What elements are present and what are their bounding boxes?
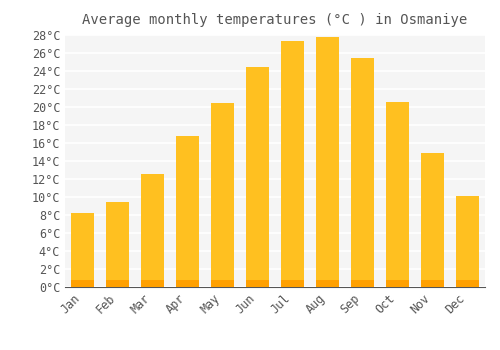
Bar	[246, 280, 269, 287]
Bar	[141, 174, 164, 287]
Bar	[176, 136, 199, 287]
Bar	[351, 58, 374, 287]
Bar	[386, 102, 409, 287]
Bar	[71, 213, 94, 287]
Bar	[71, 280, 94, 287]
Bar	[351, 280, 374, 287]
Bar	[246, 66, 269, 287]
Bar	[421, 153, 444, 287]
Bar	[106, 202, 129, 287]
Bar	[106, 280, 129, 287]
Bar	[316, 37, 339, 287]
Bar	[141, 280, 164, 287]
Bar	[386, 280, 409, 287]
Bar	[211, 280, 234, 287]
Bar	[211, 103, 234, 287]
Bar	[176, 280, 199, 287]
Title: Average monthly temperatures (°C ) in Osmaniye: Average monthly temperatures (°C ) in Os…	[82, 13, 468, 27]
Bar	[281, 41, 304, 287]
Bar	[281, 280, 304, 287]
Bar	[316, 280, 339, 287]
Bar	[421, 280, 444, 287]
Bar	[456, 196, 479, 287]
Bar	[456, 280, 479, 287]
